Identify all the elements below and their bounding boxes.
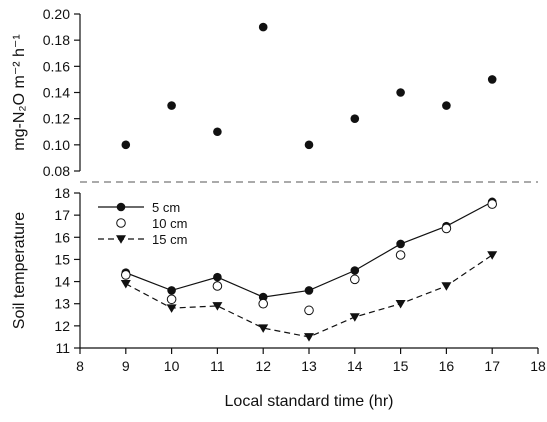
x-tick-label: 16 xyxy=(439,358,455,374)
data-point-15-cm xyxy=(487,251,498,260)
bottom-panel-soil-temperature: 11 12 13 14 15 16 17 18 8 9 10 11 12 13 14 15 16 17 18 5 … xyxy=(11,185,546,410)
series-10-cm xyxy=(121,199,498,316)
x-tick-label: 14 xyxy=(347,358,363,374)
legend-entry-15-cm: 15 cm xyxy=(98,232,187,247)
data-point-15-cm xyxy=(395,299,406,309)
data-point-15-cm xyxy=(166,304,177,313)
emission-point xyxy=(167,101,176,110)
data-point-10-cm xyxy=(441,223,452,234)
bottom-y-tick-label: 13 xyxy=(54,296,70,312)
emission-point xyxy=(258,22,268,32)
top-y-tick-label: 0.18 xyxy=(43,32,70,48)
x-tick-label: 9 xyxy=(122,358,130,374)
data-point-10-cm xyxy=(258,298,269,309)
series-line-15-cm xyxy=(125,254,493,338)
data-point-5-cm xyxy=(167,286,176,295)
bottom-y-tick-label: 17 xyxy=(54,207,70,223)
top-y-tick-label: 0.08 xyxy=(43,163,70,179)
x-tick-label: 8 xyxy=(76,358,84,374)
data-point-10-cm xyxy=(395,250,406,260)
top-scatter-points xyxy=(121,22,497,150)
top-panel-emission: 0.08 0.10 0.12 0.14 0.16 0.18 0.20 mg-N₂O m⁻² … xyxy=(11,6,497,179)
series-5-cm xyxy=(121,197,497,302)
top-y-ticks: 0.08 0.10 0.12 0.14 0.16 0.18 0.20 xyxy=(43,6,80,179)
legend-marker-15-cm xyxy=(116,235,126,244)
data-point-10-cm xyxy=(166,294,177,305)
top-y-tick-label: 0.10 xyxy=(43,137,70,153)
data-point-5-cm xyxy=(396,239,405,249)
x-tick-label: 11 xyxy=(210,358,225,374)
bottom-x-ticks: 8 9 10 11 12 13 14 15 16 17 18 xyxy=(76,348,546,374)
top-y-tick-label: 0.14 xyxy=(43,85,70,101)
top-y-tick-label: 0.20 xyxy=(43,6,70,22)
bottom-y-tick-label: 11 xyxy=(55,340,70,356)
legend-label-5-cm: 5 cm xyxy=(152,200,180,215)
data-point-5-cm xyxy=(258,292,268,302)
bottom-y-tick-label: 15 xyxy=(54,251,70,267)
bottom-y-axis-label: Soil temperature xyxy=(11,212,28,329)
x-tick-label: 10 xyxy=(164,358,180,374)
data-point-15-cm xyxy=(120,280,131,289)
emission-point xyxy=(304,140,314,150)
data-point-10-cm xyxy=(304,305,314,316)
top-y-tick-label: 0.16 xyxy=(43,58,70,74)
data-point-10-cm xyxy=(487,199,498,209)
legend-marker-5-cm xyxy=(116,202,126,212)
emission-point xyxy=(213,127,222,137)
data-point-5-cm xyxy=(304,286,314,295)
series-15-cm xyxy=(120,251,498,342)
x-tick-label: 12 xyxy=(255,358,271,374)
legend-entry-5-cm: 5 cm xyxy=(98,200,180,215)
data-point-10-cm xyxy=(212,281,223,291)
bottom-series xyxy=(120,197,498,342)
bottom-y-tick-label: 18 xyxy=(54,185,70,201)
bottom-y-tick-label: 16 xyxy=(54,229,70,245)
emission-point xyxy=(121,140,131,150)
emission-point xyxy=(396,88,405,97)
x-axis-label: Local standard time (hr) xyxy=(225,393,394,410)
data-point-15-cm xyxy=(441,282,452,291)
data-point-5-cm xyxy=(213,272,222,282)
emission-point xyxy=(487,75,497,84)
legend-label-10-cm: 10 cm xyxy=(152,216,187,231)
legend-marker-10-cm xyxy=(116,218,126,228)
top-y-tick-label: 0.12 xyxy=(43,111,70,127)
bottom-axes xyxy=(79,193,538,349)
top-y-axis-label: mg-N₂O m⁻² h⁻¹ xyxy=(11,34,28,150)
bottom-y-tick-label: 12 xyxy=(54,318,70,334)
x-tick-label: 13 xyxy=(301,358,317,374)
bottom-y-tick-label: 14 xyxy=(54,274,70,290)
legend-label-15-cm: 15 cm xyxy=(152,232,187,247)
data-point-15-cm xyxy=(304,333,314,342)
data-point-15-cm xyxy=(212,302,223,311)
x-tick-label: 15 xyxy=(393,358,409,374)
legend-entry-10-cm: 10 cm xyxy=(116,216,187,231)
emission-point xyxy=(350,114,360,123)
data-point-15-cm xyxy=(258,324,269,333)
x-tick-label: 17 xyxy=(484,358,500,374)
data-point-10-cm xyxy=(121,270,131,280)
data-point-15-cm xyxy=(349,313,360,322)
data-point-5-cm xyxy=(350,266,360,275)
bottom-y-ticks: 11 12 13 14 15 16 17 18 xyxy=(54,185,80,356)
x-tick-label: 18 xyxy=(530,358,546,374)
emission-point xyxy=(442,101,451,110)
data-point-10-cm xyxy=(350,274,360,285)
